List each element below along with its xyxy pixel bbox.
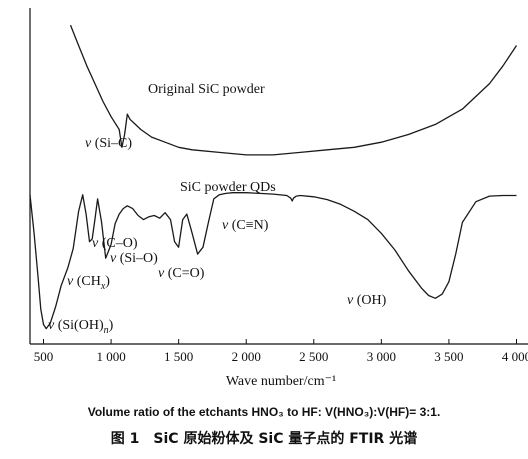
label-c-n: v (C≡N)	[222, 218, 269, 233]
series-original-sic-powder	[69, 24, 518, 156]
x-tick-label: 2 000	[232, 349, 261, 364]
plot-frame	[29, 8, 528, 345]
x-tick-label: 1 000	[96, 349, 125, 364]
x-tick-label: 3 000	[367, 349, 396, 364]
label-sic-powder-qds: SiC powder QDs	[180, 180, 276, 195]
x-tick-label: 3 500	[434, 349, 463, 364]
annotations: Original SiC powder v (Si–C) SiC powder QD…	[48, 82, 387, 336]
x-tick-label: 500	[34, 349, 54, 364]
caption-chinese: 图 1 SiC 原始粉体及 SiC 量子点的 FTIR 光谱	[110, 431, 418, 447]
ftir-chart: 500 1 000 1 500 2 000 2 500 3 000 3 500 4 000 O…	[29, 8, 528, 389]
label-c-o: v (C–O)	[92, 236, 138, 251]
label-ch-x: v (CHx)	[67, 274, 110, 292]
x-tick-label: 2 500	[299, 349, 328, 364]
x-tick-label: 4 000	[502, 349, 528, 364]
label-original-sic-powder: Original SiC powder	[148, 82, 265, 97]
series-sic-powder-qds	[29, 192, 517, 330]
label-si-o: v (Si–O)	[110, 251, 158, 266]
x-axis-title: Wave number/cm⁻¹	[226, 374, 336, 389]
label-si-oh-n: v (Si(OH)n)	[48, 318, 114, 336]
x-ticks: 500 1 000 1 500 2 000 2 500 3 000 3 500 4 000	[34, 339, 528, 364]
label-si-c: v (Si–C)	[85, 136, 132, 151]
label-c-double-o: v (C=O)	[158, 266, 205, 281]
x-tick-label: 1 500	[164, 349, 193, 364]
label-oh: v (OH)	[347, 293, 387, 308]
caption-english: Volume ratio of the etchants HNO₃ to HF:…	[87, 405, 441, 419]
series-group	[29, 24, 518, 330]
